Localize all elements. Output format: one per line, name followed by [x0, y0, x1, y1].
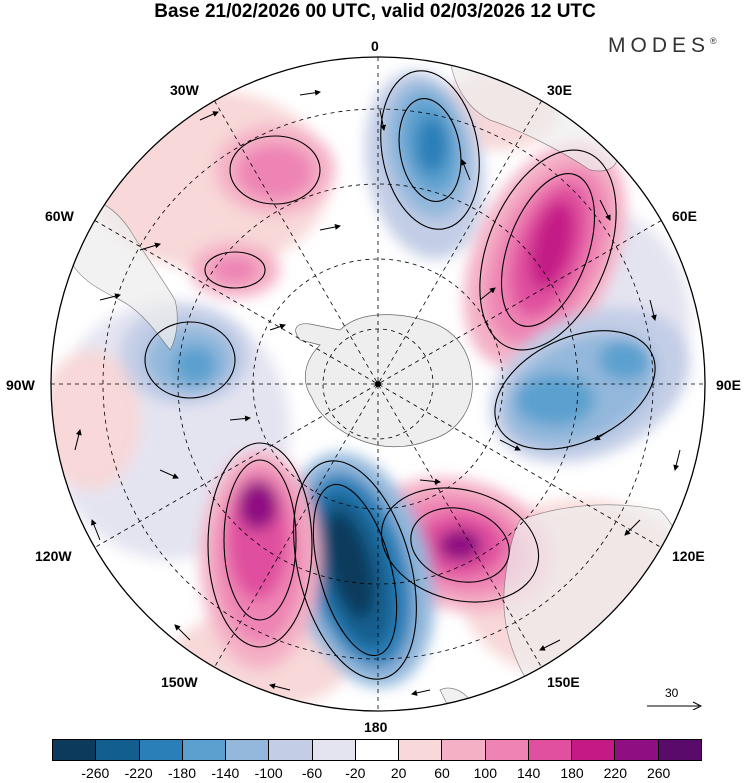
lon-label-180: 180: [364, 719, 388, 735]
landmasses: [59, 59, 685, 708]
map-boundary: [50, 56, 706, 712]
lon-label-150e: 150E: [547, 674, 580, 690]
colorbar-tick-label: 60: [434, 765, 450, 781]
colorbar-swatch: [528, 740, 573, 760]
colorbar-swatch: [139, 740, 183, 760]
colorbar-swatch: [485, 740, 529, 760]
colorbar-swatch: [399, 740, 443, 760]
colorbar-swatch: [312, 740, 356, 760]
colorbar-swatch: [226, 740, 270, 760]
colorbar: [52, 739, 702, 761]
wind-vectors: [74, 89, 681, 696]
colorbar-tick-label: -140: [211, 765, 240, 781]
lon-label-90e: 90E: [716, 377, 741, 393]
chart-title: Base 21/02/2026 00 UTC, valid 02/03/2026…: [154, 1, 596, 22]
colorbar-tick-label: 180: [560, 765, 584, 781]
colorbar-swatch: [355, 740, 400, 760]
colorbar-tick-label: -100: [254, 765, 283, 781]
lon-label-30w: 30W: [170, 82, 199, 98]
lon-label-30e: 30E: [547, 82, 572, 98]
colorbar-swatch: [615, 740, 659, 760]
colorbar-swatch: [572, 740, 616, 760]
colorbar-tick-label: 220: [603, 765, 628, 781]
registered-mark: ®: [710, 36, 717, 46]
lon-label-60e: 60E: [672, 208, 697, 224]
colorbar-swatch: [442, 740, 486, 760]
south-pole-marker: [375, 381, 381, 387]
modes-logo: MODES®: [608, 34, 717, 58]
lon-label-120e: 120E: [672, 548, 705, 564]
colorbar-tick-labels: -260 -220 -180 -140 -100 -60 -20 20 60 100 140 180 2…: [0, 765, 750, 781]
brand-name: MODES: [608, 34, 711, 57]
lon-label-90w: 90W: [6, 377, 35, 393]
colorbar-tick-label: -260: [81, 765, 110, 781]
lon-label-60w: 60W: [45, 208, 74, 224]
colorbar-tick-label: 20: [390, 765, 407, 781]
colorbar-tick-label: -220: [124, 765, 153, 781]
south-america: [59, 196, 178, 351]
colorbar-tick-label: 100: [473, 765, 498, 781]
colorbar-swatch: [269, 740, 313, 760]
graticule: [51, 57, 705, 711]
colorbar-swatch: [96, 740, 140, 760]
colorbar-tick-label: 140: [516, 765, 541, 781]
lon-label-150w: 150W: [161, 674, 198, 690]
colorbar-swatch: [53, 740, 97, 760]
lon-label-0: 0: [371, 38, 379, 54]
colorbar-tick-label: 260: [646, 765, 671, 781]
reference-vector: 30: [645, 686, 705, 710]
colorbar-swatch: [658, 740, 701, 760]
colorbar-tick-label: -60: [301, 765, 323, 781]
colorbar-tick-label: -20: [345, 765, 366, 781]
lon-label-120w: 120W: [35, 548, 72, 564]
reference-vector-value: 30: [665, 686, 679, 700]
colorbar-swatch: [182, 740, 227, 760]
colorbar-tick-label: -180: [167, 765, 197, 781]
